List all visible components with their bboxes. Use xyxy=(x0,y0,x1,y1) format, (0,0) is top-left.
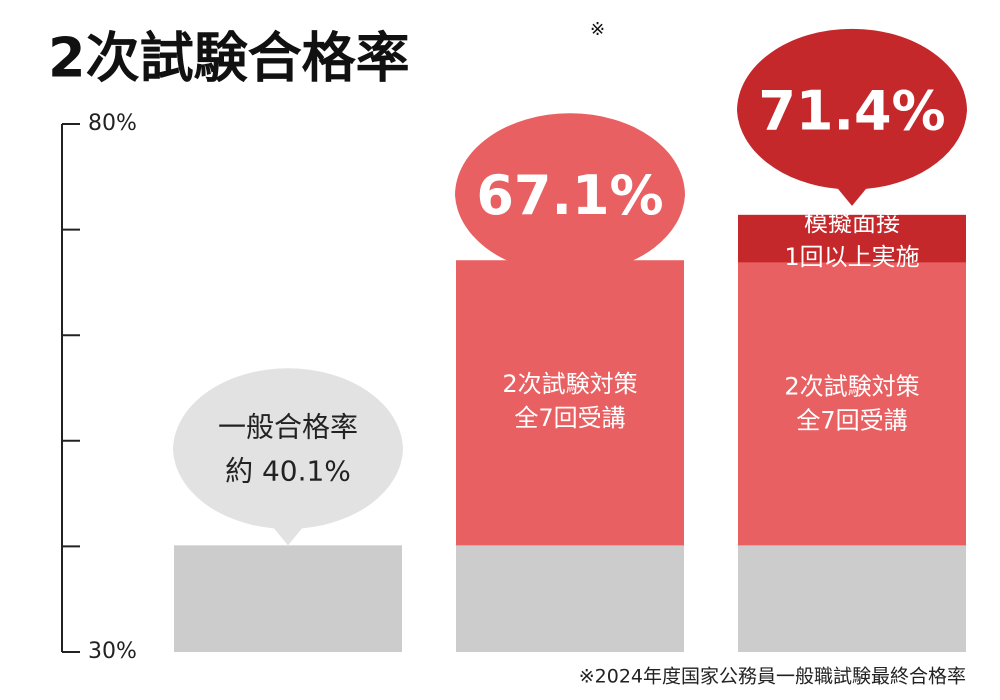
speech-bubble xyxy=(737,28,967,206)
bar-annotation: 2次試験対策 xyxy=(502,370,637,398)
value-label: 約 40.1% xyxy=(225,454,351,487)
footnote: ※2024年度国家公務員一般職試験最終合格率 xyxy=(579,666,966,688)
bar-annotation: 全7回受講 xyxy=(514,404,625,432)
value-label: 71.4% xyxy=(758,79,945,142)
speech-bubble xyxy=(455,113,685,291)
bar-annotation: 全7回受講 xyxy=(796,406,907,434)
y-tick-label: 80% xyxy=(88,111,137,136)
bubble-title: 一般合格率 xyxy=(218,410,358,443)
speech-bubble xyxy=(172,368,403,546)
bar-annotation: 模擬面接 xyxy=(804,209,900,237)
chart-title: 2次試験合格率 xyxy=(48,27,410,90)
bar xyxy=(456,545,684,652)
bar xyxy=(174,545,402,652)
bar-annotation: 1回以上実施 xyxy=(784,243,919,271)
value-label: 67.1% xyxy=(476,164,663,227)
y-tick-label: 30% xyxy=(88,639,137,664)
bar xyxy=(738,545,966,652)
bar-annotation: 2次試験対策 xyxy=(784,372,919,400)
title-mark: ※ xyxy=(590,19,605,40)
